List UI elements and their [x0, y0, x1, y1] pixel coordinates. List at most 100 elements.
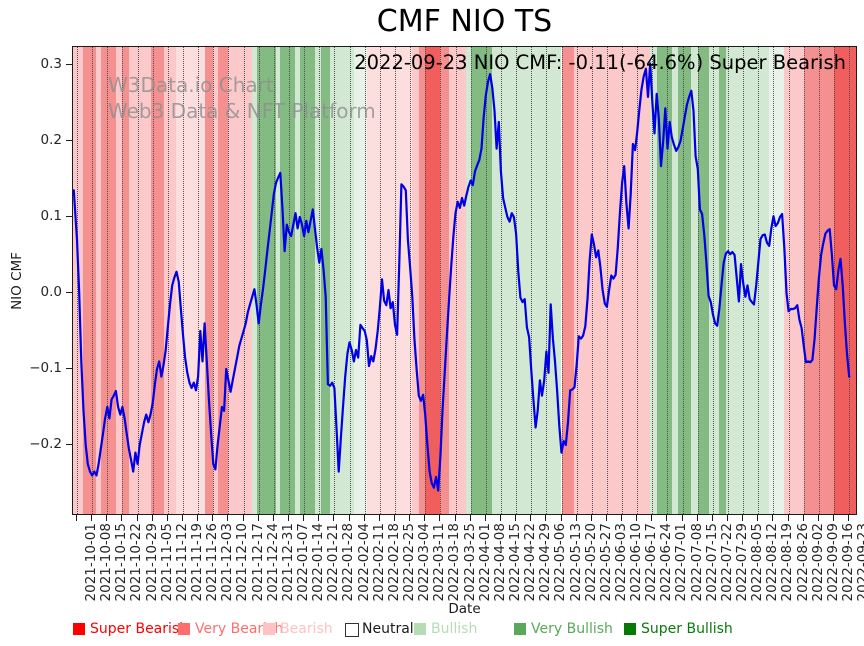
x-gridline — [122, 47, 124, 514]
sentiment-band-very_bearish — [217, 47, 229, 514]
x-tick-mark — [454, 515, 456, 521]
x-tick-label: 2022-05-13 — [567, 523, 584, 602]
x-tick-mark — [333, 515, 335, 521]
x-tick-mark — [742, 515, 744, 521]
x-tick-mark — [303, 515, 305, 521]
x-tick-label: 2022-06-17 — [643, 523, 660, 602]
x-gridline — [637, 47, 639, 514]
x-gridline — [425, 47, 427, 514]
x-gridline — [485, 47, 487, 514]
x-tick-mark — [545, 515, 547, 521]
x-gridline — [379, 47, 381, 514]
x-tick-label: 2022-02-25 — [400, 523, 417, 602]
x-tick-label: 2021-11-12 — [173, 523, 190, 602]
x-tick-label: 2021-12-03 — [219, 523, 236, 602]
x-tick-mark — [166, 515, 168, 521]
sentiment-band-bearish — [163, 47, 177, 514]
x-tick-mark — [484, 515, 486, 521]
x-gridline — [788, 47, 790, 514]
sentiment-band-bearish — [96, 47, 101, 514]
x-gridline — [697, 47, 699, 514]
sentiment-band-bullish — [466, 47, 471, 514]
sentiment-band-bearish — [449, 47, 467, 514]
x-tick-mark — [272, 515, 274, 521]
x-tick-mark — [378, 515, 380, 521]
x-gridline — [606, 47, 608, 514]
x-gridline — [682, 47, 684, 514]
sentiment-band-bullish — [275, 47, 281, 514]
x-tick-mark — [757, 515, 759, 521]
x-tick-label: 2022-09-23 — [855, 523, 864, 602]
x-gridline — [516, 47, 518, 514]
sentiment-band-very_bearish — [561, 47, 575, 514]
x-tick-mark — [181, 515, 183, 521]
x-tick-mark — [772, 515, 774, 521]
x-tick-label: 2021-11-05 — [158, 523, 175, 602]
x-tick-mark — [515, 515, 517, 521]
x-tick-mark — [287, 515, 289, 521]
sentiment-band-very_bullish — [470, 47, 493, 514]
x-tick-mark — [590, 515, 592, 521]
y-tick-label: 0.1 — [40, 207, 62, 224]
x-gridline — [531, 47, 533, 514]
x-gridline — [198, 47, 200, 514]
sentiment-band-bearish — [115, 47, 123, 514]
chart-title: CMF NIO TS — [376, 4, 553, 39]
sentiment-band-bearish_pale — [176, 47, 205, 514]
sentiment-band-very_bearish — [83, 47, 97, 514]
y-tick-mark — [66, 292, 72, 293]
x-tick-mark — [197, 515, 199, 521]
x-tick-mark — [605, 515, 607, 521]
x-tick-label: 2022-01-07 — [294, 523, 311, 602]
x-gridline — [273, 47, 275, 514]
x-tick-label: 2022-09-09 — [824, 523, 841, 602]
x-gridline — [728, 47, 730, 514]
x-tick-mark — [636, 515, 638, 521]
x-axis-label: Date — [448, 601, 481, 617]
sentiment-band-very_bullish — [697, 47, 709, 514]
sentiment-band-bullish — [330, 47, 354, 514]
x-tick-label: 2021-11-19 — [188, 523, 205, 602]
x-tick-label: 2022-05-27 — [597, 523, 614, 602]
x-tick-mark — [848, 515, 850, 521]
x-tick-label: 2022-03-18 — [446, 523, 463, 602]
x-tick-mark — [621, 515, 623, 521]
x-tick-mark — [242, 515, 244, 521]
x-tick-label: 2022-07-15 — [703, 523, 720, 602]
x-tick-label: 2022-04-01 — [476, 523, 493, 602]
x-tick-label: 2022-06-03 — [612, 523, 629, 602]
sentiment-band-bullish — [650, 47, 657, 514]
x-tick-label: 2022-07-08 — [688, 523, 705, 602]
x-tick-label: 2022-08-05 — [749, 523, 766, 602]
x-tick-mark — [227, 515, 229, 521]
x-tick-mark — [151, 515, 153, 521]
x-tick-mark — [424, 515, 426, 521]
sentiment-band-very_bullish — [678, 47, 692, 514]
y-tick-mark — [66, 216, 72, 217]
x-tick-mark — [681, 515, 683, 521]
sentiment-band-bullish — [252, 47, 257, 514]
x-tick-label: 2021-10-15 — [113, 523, 130, 602]
x-gridline — [546, 47, 548, 514]
y-tick-label: 0.0 — [40, 283, 62, 300]
x-tick-mark — [560, 515, 562, 521]
x-tick-label: 2021-10-01 — [83, 523, 99, 602]
x-tick-label: 2022-05-06 — [552, 523, 569, 602]
x-tick-label: 2022-03-25 — [461, 523, 478, 602]
x-tick-mark — [802, 515, 804, 521]
legend-label: Very Bearish — [195, 621, 284, 637]
sentiment-band-bullish — [708, 47, 720, 514]
legend-label: Very Bullish — [531, 621, 613, 637]
legend-swatch-icon — [178, 623, 190, 635]
x-gridline — [394, 47, 396, 514]
x-tick-label: 2022-07-01 — [673, 523, 690, 602]
x-gridline — [77, 47, 78, 514]
legend-label: Bearish — [280, 621, 333, 637]
sentiment-band-super_bearish — [834, 47, 856, 514]
x-gridline — [243, 47, 245, 514]
x-tick-mark — [257, 515, 259, 521]
x-tick-label: 2022-03-04 — [416, 523, 433, 602]
x-tick-mark — [727, 515, 729, 521]
x-gridline — [561, 47, 563, 514]
x-gridline — [213, 47, 215, 514]
